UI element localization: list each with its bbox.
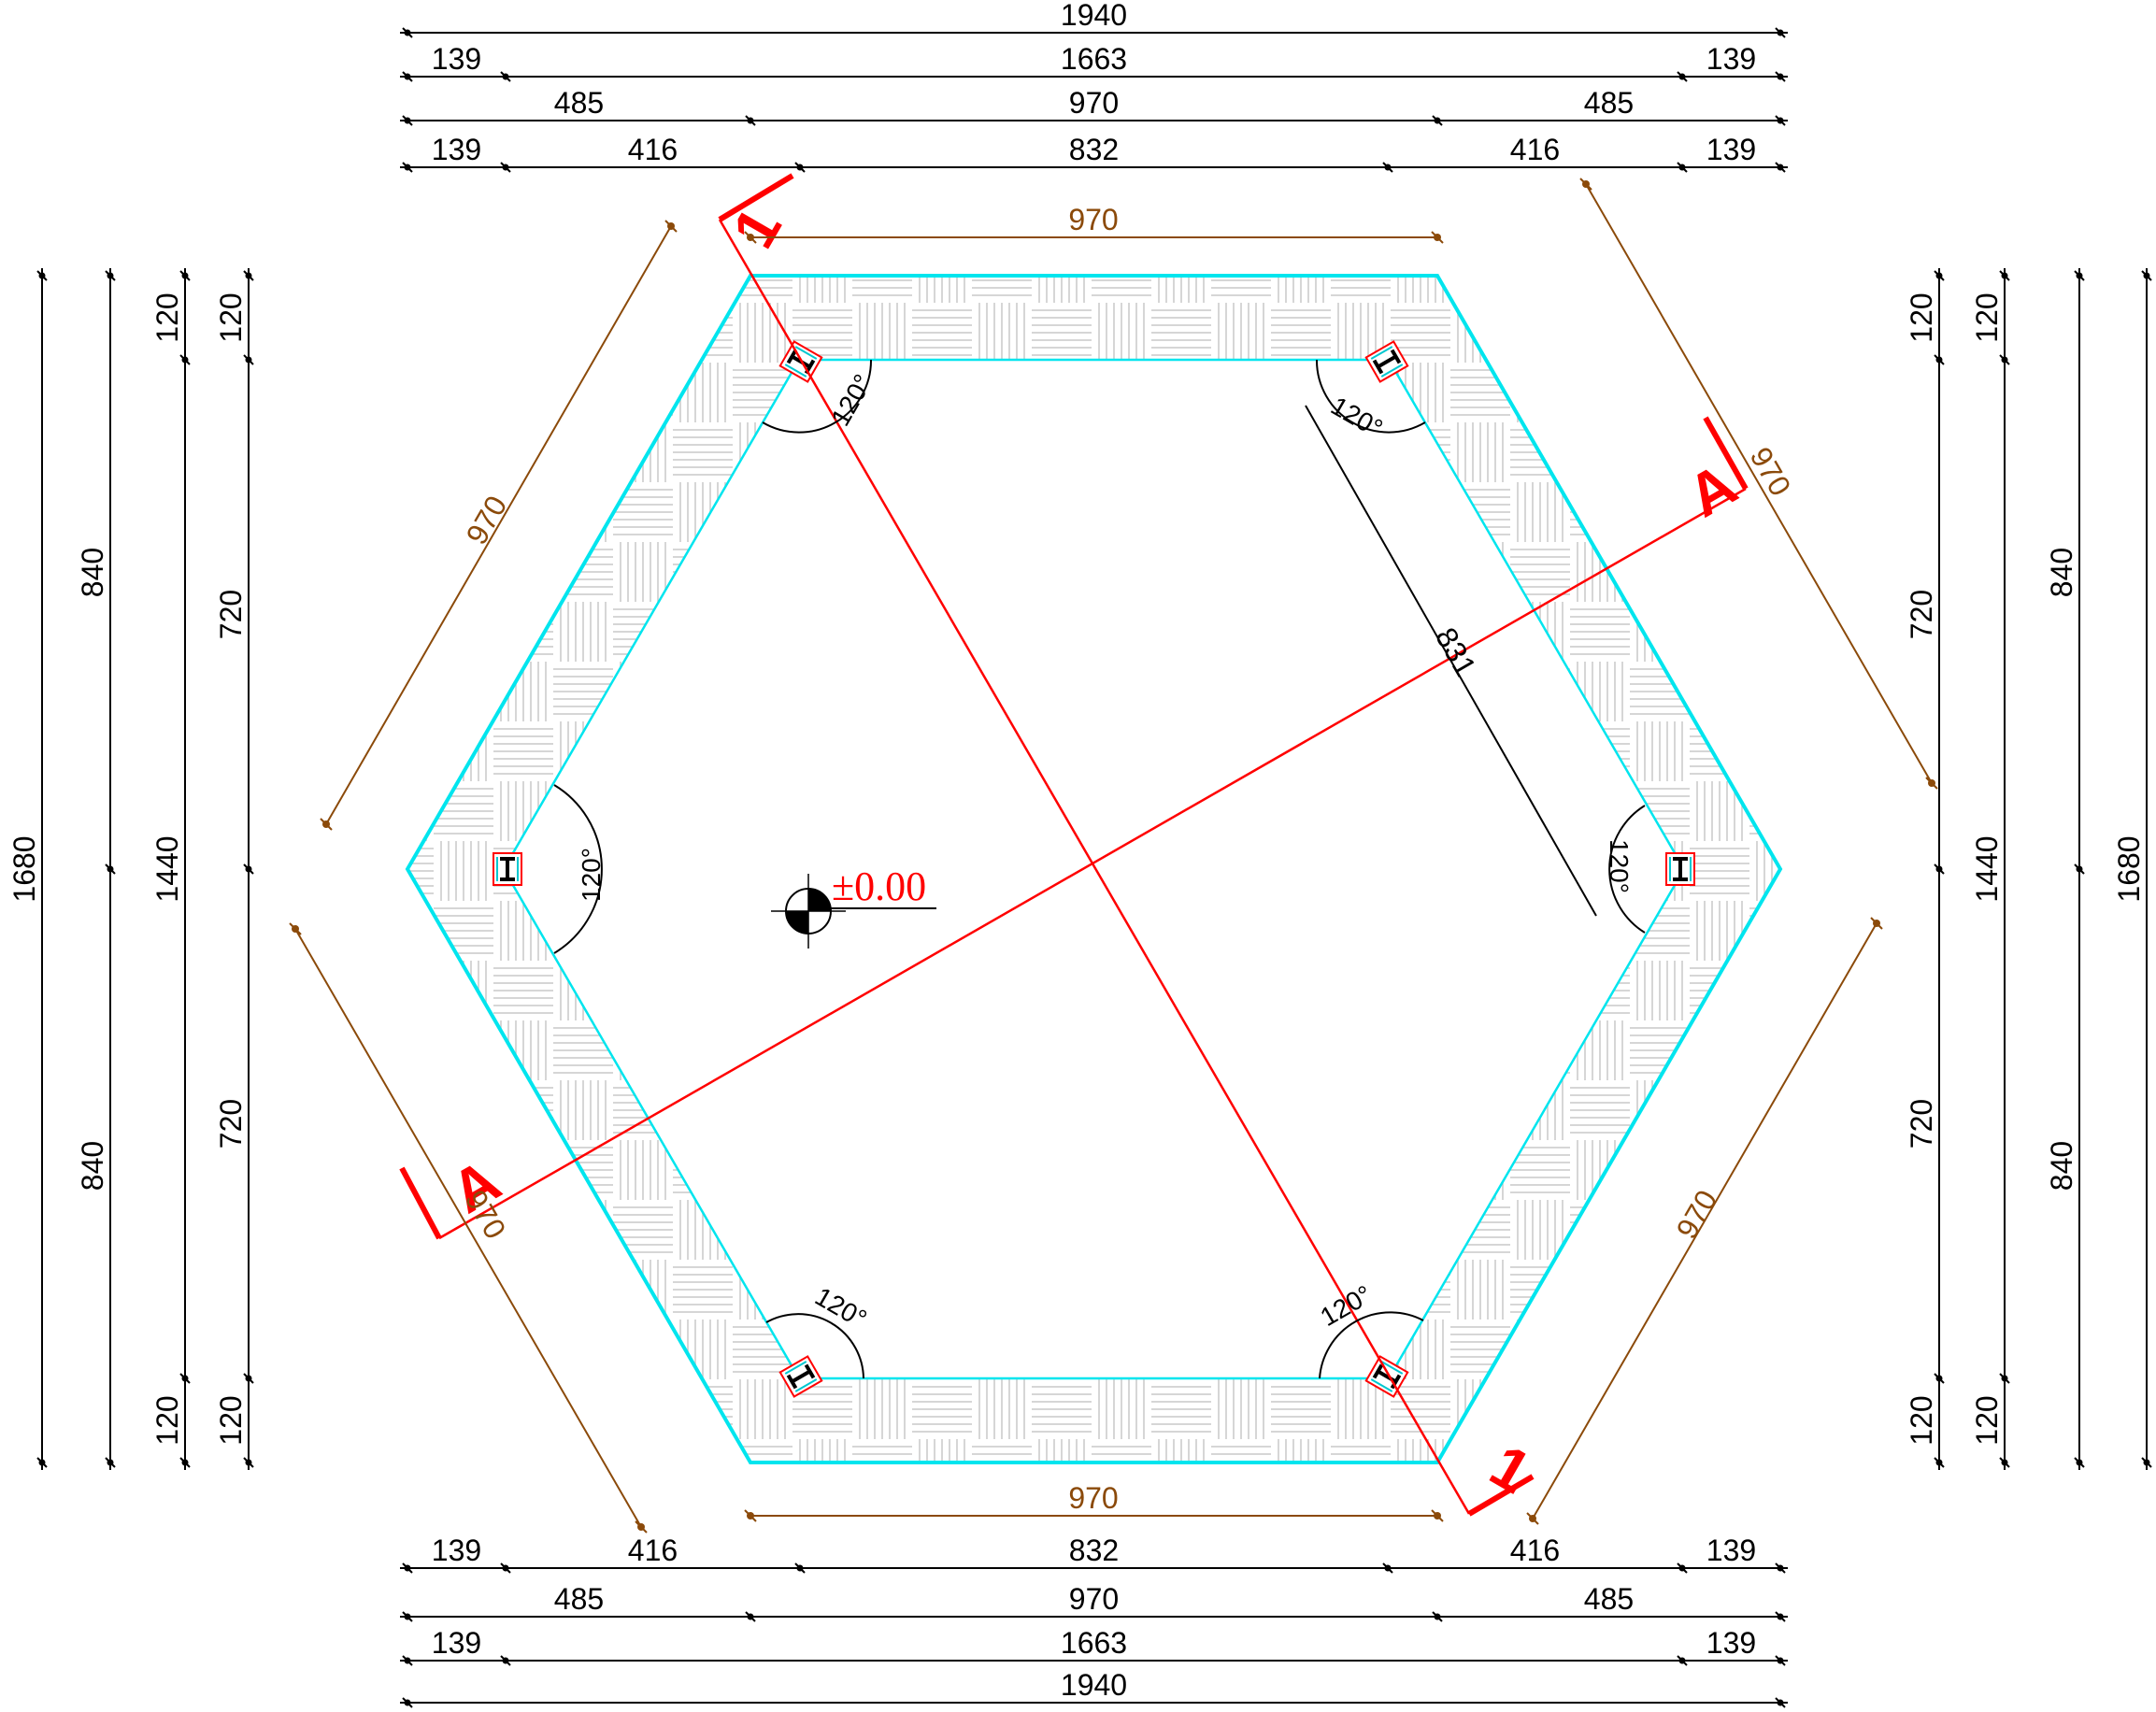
dimension-label: 1440 <box>1970 835 2004 902</box>
dimension-label: 1940 <box>1061 1668 1127 1702</box>
dimension-label: 840 <box>2045 1141 2078 1191</box>
angle-label-right: 120° <box>1605 839 1634 893</box>
column-marker-icon <box>493 852 522 886</box>
dimension-label: 416 <box>1510 1534 1560 1567</box>
angle-labels: 120° 120° 120° 120° 120° 120° <box>577 369 1634 1334</box>
section-line-a <box>438 487 1747 1240</box>
dimension-label: 485 <box>554 1582 604 1616</box>
dimension-chains: 1940 139 1663 139 485 970 485 139 416 832 416 139 13… <box>7 0 2152 1708</box>
dimension-label: 832 <box>1069 1534 1119 1567</box>
dimension-label: 416 <box>628 133 678 166</box>
column-marker-icon <box>1364 340 1409 383</box>
dimension-label: 485 <box>1584 1582 1634 1616</box>
column-marker-icon <box>1665 852 1695 886</box>
dimension-label: 1440 <box>150 835 184 902</box>
section-a-right-marker <box>1703 416 1749 491</box>
edge-dimension-line <box>325 225 672 825</box>
dimension-label: 139 <box>1706 133 1756 166</box>
edge-dimension-line <box>1532 922 1878 1519</box>
section-1-top-label: 1 <box>720 196 794 259</box>
dimension-label: 139 <box>1706 1626 1756 1660</box>
dimension-label: 139 <box>1706 42 1756 76</box>
edge-dimension-label: 970 <box>460 490 514 549</box>
dimension-label: 120 <box>150 292 184 342</box>
angle-label-left: 120° <box>577 848 606 902</box>
section-a-right-label: A <box>1677 450 1748 530</box>
dimension-label: 1663 <box>1061 42 1127 76</box>
dimension-label: 416 <box>628 1534 678 1567</box>
dimension-label: 485 <box>1584 86 1634 120</box>
angle-label-upper-right: 120° <box>1326 391 1388 443</box>
dimension-label: 720 <box>1905 1099 1938 1148</box>
dimension-label: 120 <box>214 1395 248 1445</box>
dimension-label: 120 <box>214 292 248 342</box>
edge-dimension-line <box>1585 183 1933 784</box>
section-1-bottom-marker <box>1467 1474 1535 1517</box>
dimension-label: 139 <box>1706 1534 1756 1567</box>
dimension-label: 120 <box>1970 292 2004 342</box>
edge-dimension-line <box>294 928 642 1528</box>
dimension-label: 120 <box>150 1395 184 1445</box>
angle-arc-lower-right <box>1319 1311 1424 1379</box>
dimension-label: 840 <box>2045 548 2078 597</box>
column-marker-icon <box>778 1355 823 1398</box>
angle-arc-left <box>553 784 603 954</box>
level-marker: ±0.00 <box>771 863 936 949</box>
angle-arc-lower-left <box>765 1313 864 1379</box>
dimension-label: 120 <box>1970 1395 2004 1445</box>
dimension-label: 832 <box>1069 133 1119 166</box>
angle-label-upper-left: 120° <box>825 369 878 431</box>
dimension-label: 720 <box>214 590 248 639</box>
dimension-label: 139 <box>432 1534 481 1567</box>
section-line-1 <box>718 219 1471 1515</box>
column-marker-icon <box>1364 1355 1409 1398</box>
dimension-label: 1663 <box>1061 1626 1127 1660</box>
angle-label-lower-right: 120° <box>1316 1279 1378 1332</box>
dimension-label: 840 <box>76 1141 109 1191</box>
dimension-label: 120 <box>1905 292 1938 342</box>
inner-dimension-label: 831 <box>1429 622 1483 682</box>
section-1-top-marker <box>718 173 794 222</box>
dimension-label: 720 <box>214 1099 248 1148</box>
dimension-label: 720 <box>1905 590 1938 639</box>
column-markers <box>493 340 1695 1398</box>
inner-dimension-831: 831 <box>1305 405 1597 917</box>
edge-dimension-label: 970 <box>1068 203 1118 236</box>
section-1-bottom-label: 1 <box>1479 1432 1542 1506</box>
edge-dimension-label: 970 <box>1068 1481 1118 1515</box>
dimension-label: 416 <box>1510 133 1560 166</box>
angle-label-lower-left: 120° <box>810 1281 872 1334</box>
edge-dimension-label: 970 <box>1670 1184 1724 1244</box>
section-a-left-marker <box>399 1166 442 1240</box>
dimension-label: 840 <box>76 548 109 597</box>
dimension-label: 120 <box>1905 1395 1938 1445</box>
level-label: ±0.00 <box>832 863 926 909</box>
outer-hexagon-outline <box>405 274 1783 1464</box>
section-lines: 1 1 A A <box>399 173 1749 1517</box>
angle-arc-upper-left <box>762 359 873 434</box>
angle-arc-right <box>1608 805 1646 934</box>
edge-dimension-label: 970 <box>1744 441 1798 501</box>
dimension-label: 1680 <box>2112 835 2146 902</box>
dimension-label: 1940 <box>1061 0 1127 32</box>
angle-arc-upper-right <box>1315 359 1426 434</box>
angle-arcs <box>553 359 1646 1379</box>
dimension-label: 139 <box>432 1626 481 1660</box>
dimension-label: 485 <box>554 86 604 120</box>
dimension-label: 1680 <box>7 835 41 902</box>
dimension-label: 970 <box>1069 1582 1119 1616</box>
dimension-label: 139 <box>432 42 481 76</box>
dimension-label: 139 <box>432 133 481 166</box>
dimension-label: 970 <box>1069 86 1119 120</box>
